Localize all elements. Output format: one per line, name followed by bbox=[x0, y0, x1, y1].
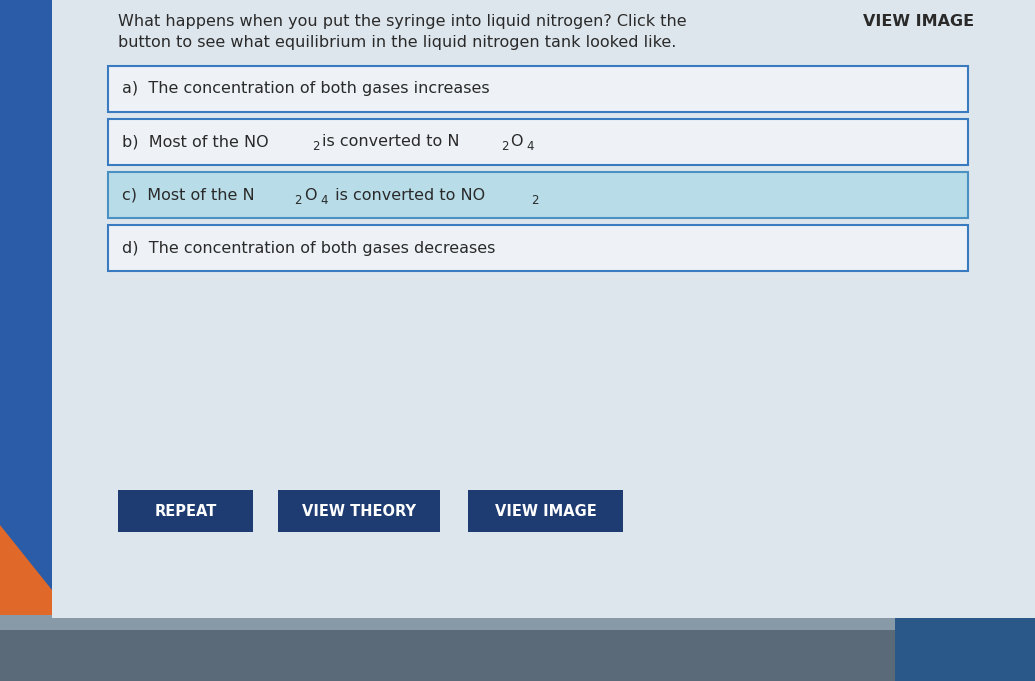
FancyBboxPatch shape bbox=[108, 172, 968, 218]
FancyBboxPatch shape bbox=[278, 490, 440, 532]
Text: O: O bbox=[510, 135, 523, 150]
FancyBboxPatch shape bbox=[0, 0, 52, 620]
FancyBboxPatch shape bbox=[108, 66, 968, 112]
FancyBboxPatch shape bbox=[52, 0, 1035, 618]
Text: 2: 2 bbox=[531, 193, 539, 206]
Text: d)  The concentration of both gases decreases: d) The concentration of both gases decre… bbox=[122, 240, 496, 255]
Text: 2: 2 bbox=[294, 193, 302, 206]
Text: b)  Most of the NO: b) Most of the NO bbox=[122, 135, 269, 150]
Polygon shape bbox=[895, 600, 1035, 681]
FancyBboxPatch shape bbox=[108, 225, 968, 271]
Text: is converted to NO: is converted to NO bbox=[330, 187, 485, 202]
Text: c)  Most of the N: c) Most of the N bbox=[122, 187, 255, 202]
Polygon shape bbox=[0, 525, 72, 615]
Text: button to see what equilibrium in the liquid nitrogen tank looked like.: button to see what equilibrium in the li… bbox=[118, 35, 677, 50]
Text: O: O bbox=[304, 187, 317, 202]
Text: VIEW IMAGE: VIEW IMAGE bbox=[863, 14, 974, 29]
Text: VIEW IMAGE: VIEW IMAGE bbox=[495, 503, 596, 518]
Text: REPEAT: REPEAT bbox=[154, 503, 216, 518]
FancyBboxPatch shape bbox=[0, 610, 1035, 681]
Text: a)  The concentration of both gases increases: a) The concentration of both gases incre… bbox=[122, 82, 490, 97]
FancyBboxPatch shape bbox=[468, 490, 623, 532]
Text: VIEW THEORY: VIEW THEORY bbox=[302, 503, 416, 518]
FancyBboxPatch shape bbox=[108, 119, 968, 165]
Text: 4: 4 bbox=[527, 140, 534, 153]
FancyBboxPatch shape bbox=[118, 490, 253, 532]
Text: is converted to N: is converted to N bbox=[322, 135, 460, 150]
Text: 4: 4 bbox=[320, 193, 328, 206]
Text: What happens when you put the syringe into liquid nitrogen? Click the: What happens when you put the syringe in… bbox=[118, 14, 691, 29]
Text: 2: 2 bbox=[501, 140, 508, 153]
FancyBboxPatch shape bbox=[0, 630, 1035, 681]
Text: 2: 2 bbox=[313, 140, 320, 153]
